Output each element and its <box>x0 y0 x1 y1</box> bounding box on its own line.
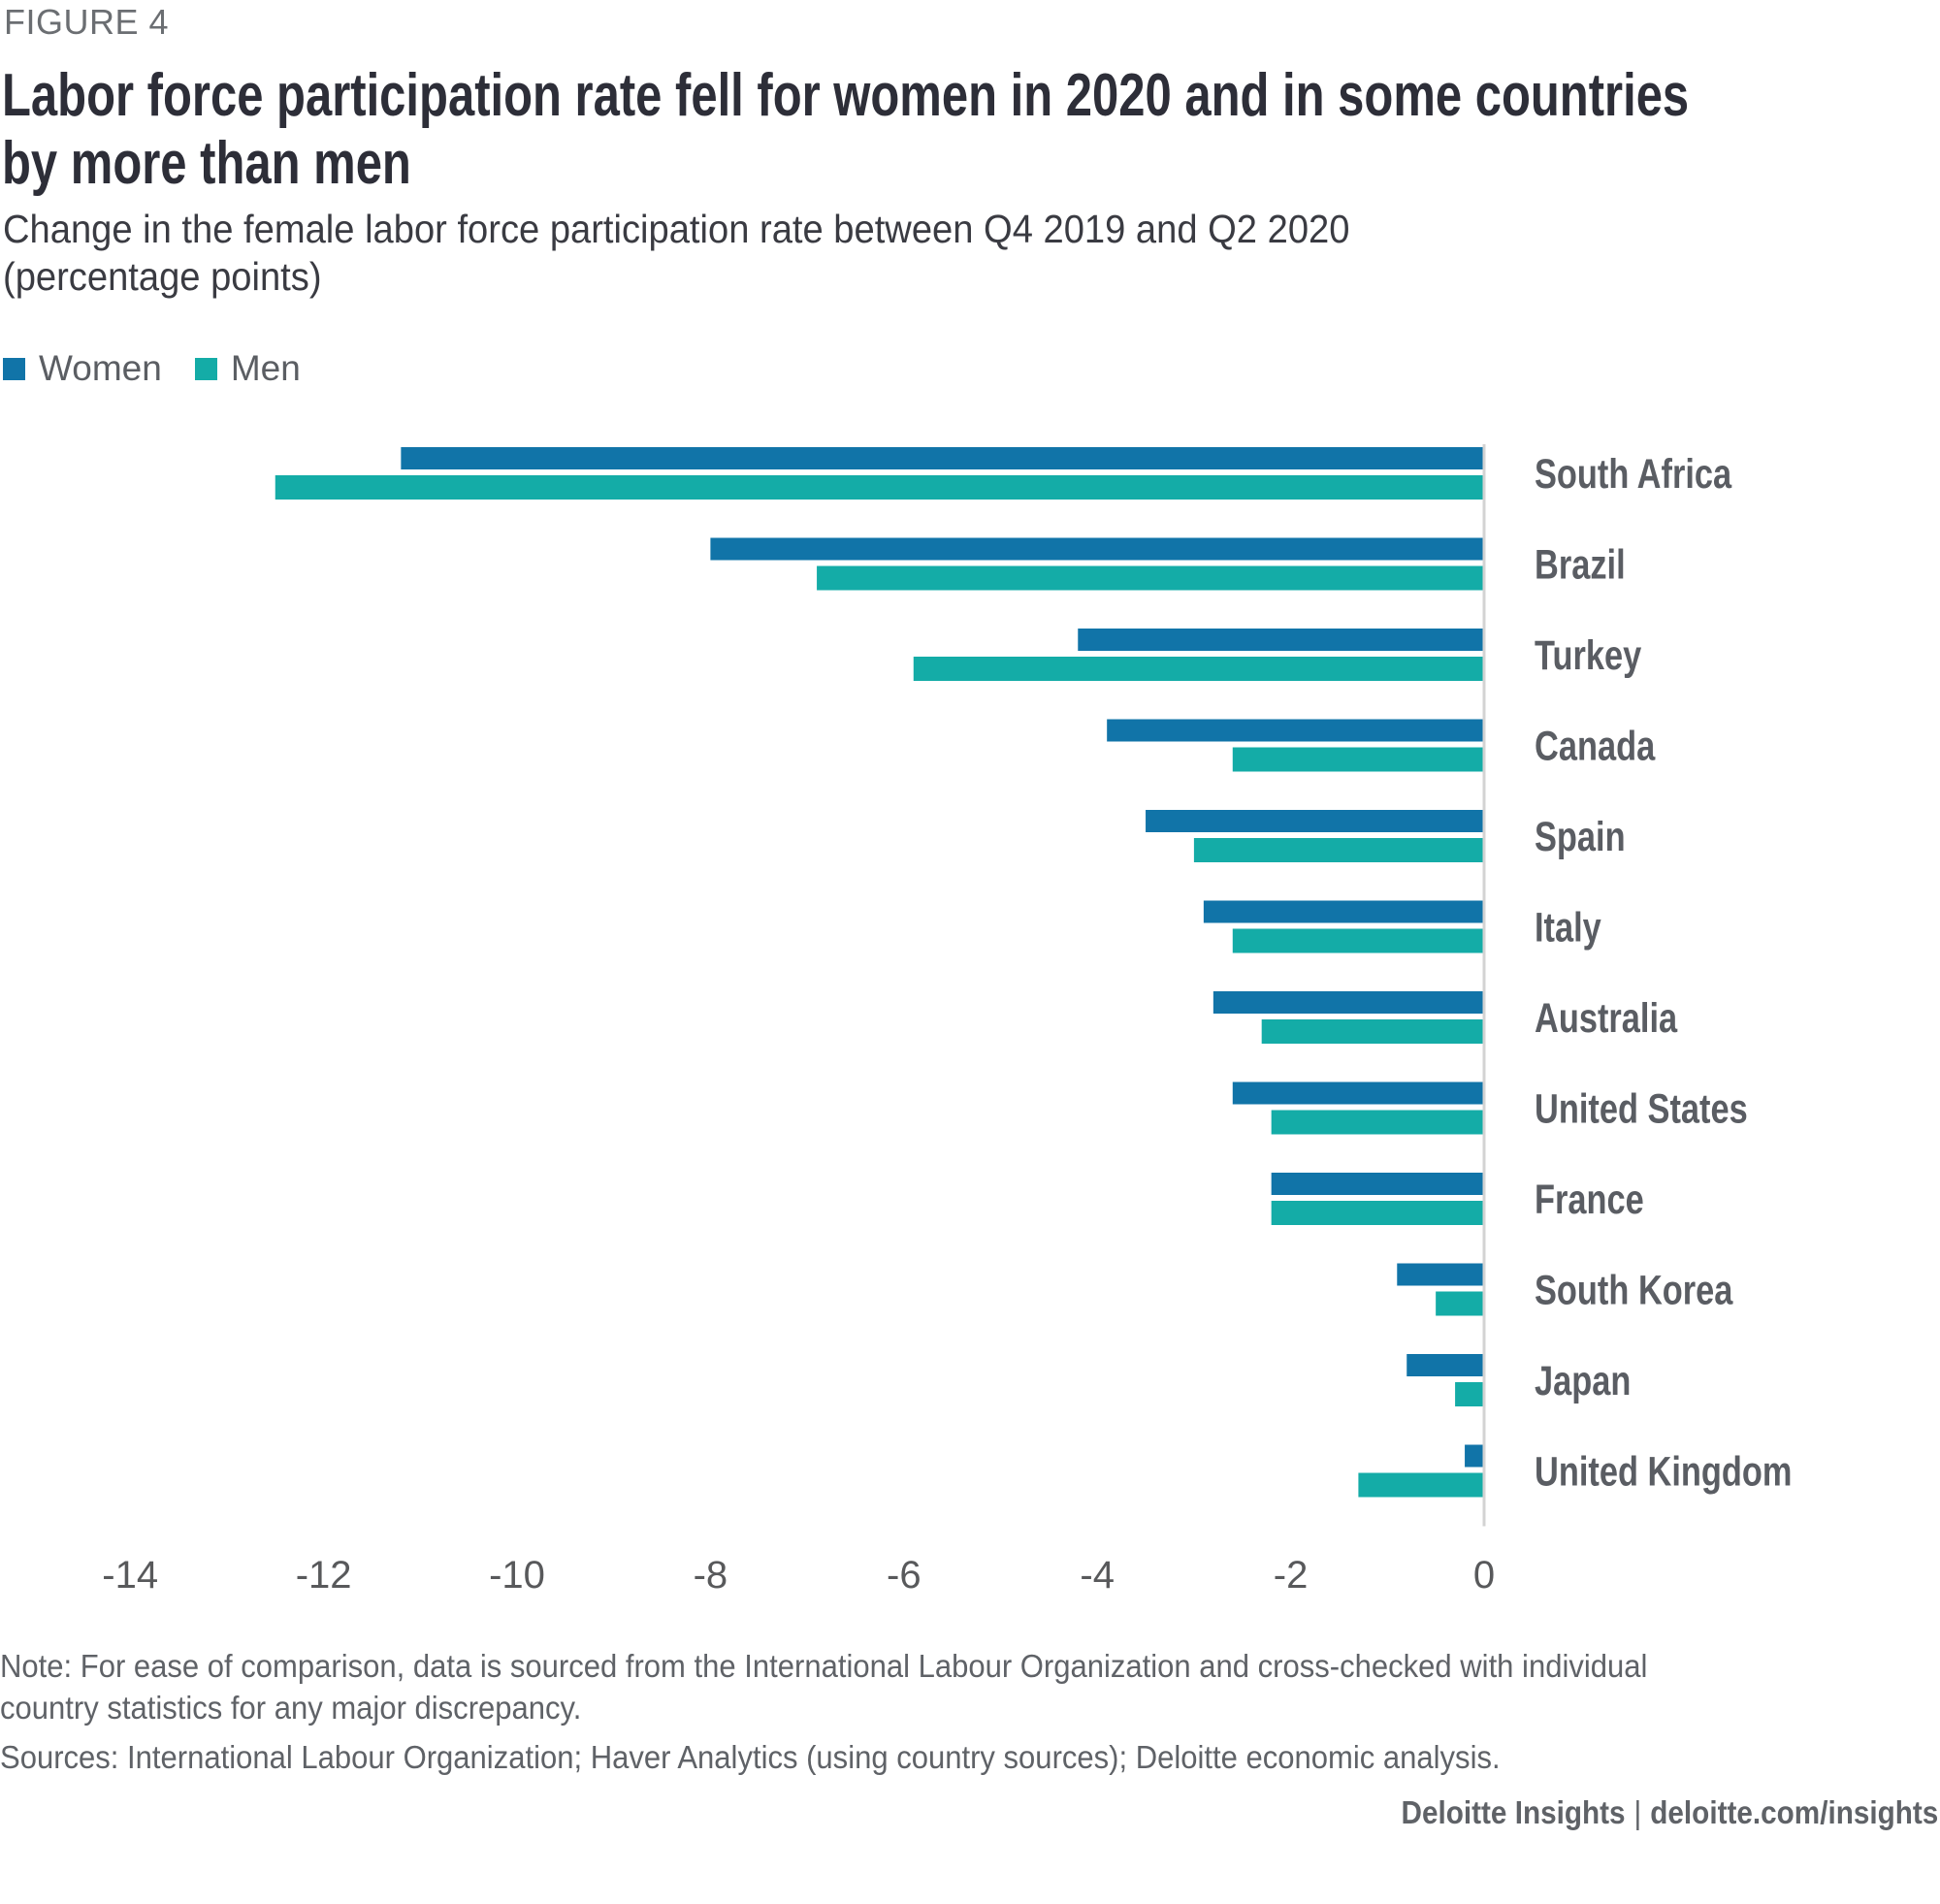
credit-brand: Deloitte Insights <box>1401 1794 1626 1830</box>
credit-separator: | <box>1633 1794 1641 1830</box>
category-label-italy: Italy <box>1535 905 1601 951</box>
chart-title-line-1: Labor force participation rate fell for … <box>2 62 1690 129</box>
category-label-japan: Japan <box>1535 1358 1631 1404</box>
chart-subtitle: Change in the female labor force partici… <box>3 206 1349 301</box>
bar-men-united-kingdom <box>1358 1472 1484 1498</box>
category-label-australia: Australia <box>1535 995 1677 1041</box>
bar-women-united-kingdom <box>1465 1444 1484 1468</box>
figure-label: FIGURE 4 <box>4 2 170 42</box>
x-axis-tick-labels: -14 -12 -10 -8 -6 -4 -2 0 <box>102 1554 1495 1597</box>
legend-item-women[interactable]: Women <box>3 348 162 389</box>
bar-women-france <box>1271 1173 1484 1195</box>
legend-item-men[interactable]: Men <box>194 348 301 389</box>
x-tick-label: -4 <box>1080 1554 1115 1597</box>
bar-men-south-africa <box>275 475 1484 500</box>
legend-label-women: Women <box>39 348 162 388</box>
bar-women-canada <box>1107 719 1484 742</box>
bar-women-spain <box>1146 810 1484 832</box>
credit-line: Deloitte Insights | deloitte.com/insights <box>1401 1794 1938 1831</box>
bar-men-brazil <box>817 565 1484 591</box>
chart-sources: Sources: International Labour Organizati… <box>0 1739 1501 1775</box>
chart-title-line-2: by more than men <box>2 130 411 197</box>
bar-men-south-korea <box>1436 1291 1484 1316</box>
legend-label-men: Men <box>230 348 301 388</box>
chart-subtitle-line-1: Change in the female labor force partici… <box>3 207 1350 251</box>
category-labels: South Africa Brazil Turkey Canada Spain Italy… <box>1535 451 1793 1495</box>
bar-women-brazil <box>710 537 1484 561</box>
chart-subtitle-line-2: (percentage points) <box>3 254 322 299</box>
chart-title: Labor force participation rate fell for … <box>2 62 1689 198</box>
x-tick-label: -10 <box>489 1554 545 1597</box>
category-label-south-korea: South Korea <box>1535 1268 1733 1313</box>
category-label-canada: Canada <box>1535 724 1656 769</box>
category-label-south-africa: South Africa <box>1535 451 1731 497</box>
category-label-turkey: Turkey <box>1535 632 1642 678</box>
bar-women-united-states <box>1232 1081 1484 1105</box>
credit-url-link[interactable]: deloitte.com/insights <box>1649 1794 1938 1830</box>
legend-swatch-men <box>194 357 217 380</box>
x-tick-label: -6 <box>887 1554 922 1597</box>
bar-men-australia <box>1261 1019 1484 1044</box>
bar-women-australia <box>1212 991 1484 1014</box>
bar-men-japan <box>1455 1382 1484 1406</box>
bar-chart: South Africa Brazil Turkey Canada Spain Italy… <box>102 444 1793 1597</box>
category-label-united-kingdom: United Kingdom <box>1535 1449 1793 1495</box>
bar-men-spain <box>1193 838 1484 862</box>
legend-swatch-women <box>3 357 25 380</box>
category-label-spain: Spain <box>1535 814 1626 859</box>
x-tick-label: -12 <box>296 1554 352 1597</box>
bar-women-japan <box>1406 1354 1484 1376</box>
x-tick-label: -14 <box>102 1554 158 1597</box>
bar-men-france <box>1271 1201 1484 1225</box>
bar-women-south-africa <box>401 447 1484 469</box>
category-label-france: France <box>1535 1177 1644 1222</box>
category-label-united-states: United States <box>1535 1086 1748 1132</box>
bar-men-turkey <box>913 657 1484 681</box>
category-label-brazil: Brazil <box>1535 542 1626 588</box>
bars-group <box>275 447 1484 1498</box>
x-tick-label: -8 <box>694 1554 728 1597</box>
chart-note: Note: For ease of comparison, data is so… <box>0 1648 1648 1726</box>
bar-men-united-states <box>1271 1110 1484 1135</box>
x-tick-label: -2 <box>1274 1554 1309 1597</box>
bar-men-canada <box>1232 747 1484 772</box>
bar-women-turkey <box>1078 629 1484 651</box>
bar-women-italy <box>1203 900 1484 923</box>
bar-women-south-korea <box>1397 1263 1484 1286</box>
x-tick-label: 0 <box>1473 1554 1495 1597</box>
bar-men-italy <box>1232 928 1484 953</box>
legend: Women Men <box>3 347 334 390</box>
